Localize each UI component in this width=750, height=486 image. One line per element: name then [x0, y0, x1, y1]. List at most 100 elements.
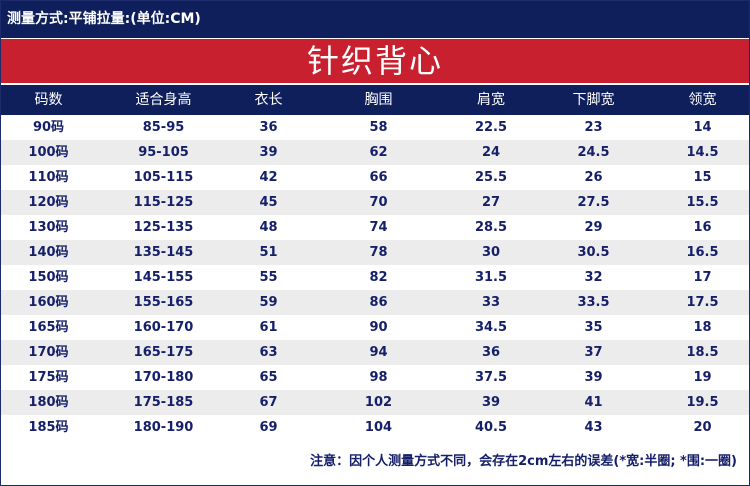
- table-row: 165码 160-170 61 90 34.5 35 18: [1, 315, 749, 340]
- table-cell: 17.5: [686, 295, 719, 310]
- footnote: 注意：因个人测量方式不同，会存在2cm左右的误差(*宽:半圈; *围:一圈): [310, 454, 737, 469]
- table-cell: 24: [481, 145, 501, 160]
- table-cell: 65: [259, 370, 278, 385]
- table-row: 130码 125-135 48 74 28.5 29 16: [1, 215, 749, 240]
- table-cell: 18: [693, 320, 712, 335]
- table-row: 180码 175-185 67 102 39 41 19.5: [1, 390, 749, 415]
- table-row: 140码 135-145 51 78 30 30.5 16.5: [1, 240, 749, 265]
- table-row: 100码 95-105 39 62 24 24.5 14.5: [1, 140, 749, 165]
- table-cell: 37.5: [474, 370, 508, 385]
- table-cell: 62: [369, 145, 388, 160]
- table-cell: 59: [259, 295, 278, 310]
- column-header: 肩宽: [477, 92, 505, 108]
- table-cell: 16: [693, 220, 712, 235]
- table-cell: 104: [364, 420, 393, 435]
- table-cell: 135-145: [133, 245, 194, 260]
- table-cell: 86: [369, 295, 388, 310]
- table-cell: 160-170: [133, 320, 194, 335]
- table-cell: 29: [584, 220, 603, 235]
- table-cell: 35: [584, 320, 603, 335]
- table-cell: 94: [369, 345, 388, 360]
- table-cell: 66: [369, 170, 388, 185]
- table-cell: 85-95: [142, 120, 185, 135]
- table-cell: 170码: [28, 345, 69, 360]
- table-row: 185码 180-190 69 104 40.5 43 20: [1, 415, 749, 440]
- table-cell: 115-125: [133, 195, 194, 210]
- table-cell: 16.5: [686, 245, 719, 260]
- size-table: 码数 适合身高 衣长 胸围 肩宽 下脚宽 领宽 90码 85-95 36 58 22.5 23 14 100…: [1, 83, 749, 440]
- table-cell: 31.5: [474, 270, 508, 285]
- table-cell: 43: [584, 420, 603, 435]
- column-header: 胸围: [364, 92, 393, 108]
- table-cell: 15: [693, 170, 712, 185]
- table-row: 90码 85-95 36 58 22.5 23 14: [1, 115, 749, 140]
- table-cell: 160码: [28, 295, 69, 310]
- table-cell: 26: [584, 170, 603, 185]
- table-cell: 82: [369, 270, 388, 285]
- table-row: 110码 105-115 42 66 25.5 26 15: [1, 165, 749, 190]
- table-cell: 78: [369, 245, 388, 260]
- table-cell: 42: [259, 170, 278, 185]
- table-cell: 98: [369, 370, 388, 385]
- table-cell: 180-190: [133, 420, 194, 435]
- table-cell: 90码: [32, 120, 65, 135]
- table-cell: 102: [364, 395, 393, 410]
- table-cell: 27: [481, 195, 501, 210]
- table-cell: 20: [693, 420, 712, 435]
- table-cell: 45: [259, 195, 278, 210]
- table-cell: 140码: [28, 245, 69, 260]
- table-cell: 36: [481, 345, 501, 360]
- table-cell: 34.5: [474, 320, 508, 335]
- table-cell: 23: [584, 120, 603, 135]
- table-cell: 17: [693, 270, 712, 285]
- table-cell: 30: [481, 245, 501, 260]
- column-header: 码数: [34, 92, 63, 108]
- table-cell: 90: [369, 320, 388, 335]
- table-cell: 170-180: [133, 370, 194, 385]
- table-cell: 70: [369, 195, 388, 210]
- table-cell: 48: [259, 220, 278, 235]
- table-cell: 27.5: [577, 195, 610, 210]
- table-cell: 63: [259, 345, 278, 360]
- title: 针织背心: [1, 38, 749, 83]
- table-cell: 55: [259, 270, 278, 285]
- table-cell: 69: [259, 420, 278, 435]
- table-cell: 18.5: [686, 345, 719, 360]
- table-cell: 24.5: [577, 145, 610, 160]
- table-cell: 74: [369, 220, 388, 235]
- table-cell: 22.5: [474, 120, 508, 135]
- table-cell: 51: [259, 245, 278, 260]
- table-cell: 180码: [28, 395, 69, 410]
- table-row: 150码 145-155 55 82 31.5 32 17: [1, 265, 749, 290]
- table-cell: 39: [481, 395, 501, 410]
- table-cell: 28.5: [474, 220, 508, 235]
- table-cell: 175码: [28, 370, 69, 385]
- table-cell: 130码: [28, 220, 69, 235]
- column-header: 衣长: [254, 92, 283, 108]
- table-row: 160码 155-165 59 86 33 33.5 17.5: [1, 290, 749, 315]
- column-header: 下脚宽: [572, 92, 615, 108]
- table-cell: 19: [693, 370, 712, 385]
- column-header: 适合身高: [135, 92, 192, 108]
- table-cell: 33: [481, 295, 501, 310]
- table-cell: 14: [693, 120, 712, 135]
- table-cell: 39: [259, 145, 278, 160]
- table-row: 170码 165-175 63 94 36 37 18.5: [1, 340, 749, 365]
- table-cell: 32: [584, 270, 603, 285]
- table-cell: 95-105: [138, 145, 189, 160]
- table-cell: 100码: [28, 145, 69, 160]
- table-cell: 185码: [28, 420, 69, 435]
- table-cell: 30.5: [577, 245, 610, 260]
- column-header: 领宽: [688, 92, 717, 108]
- table-cell: 40.5: [474, 420, 508, 435]
- table-cell: 33.5: [577, 295, 610, 310]
- table-cell: 37: [584, 345, 603, 360]
- table-row: 175码 170-180 65 98 37.5 39 19: [1, 365, 749, 390]
- table-cell: 110码: [28, 170, 69, 185]
- table-cell: 155-165: [133, 295, 194, 310]
- table-cell: 58: [369, 120, 388, 135]
- table-cell: 19.5: [686, 395, 719, 410]
- table-cell: 39: [584, 370, 603, 385]
- table-cell: 175-185: [133, 395, 194, 410]
